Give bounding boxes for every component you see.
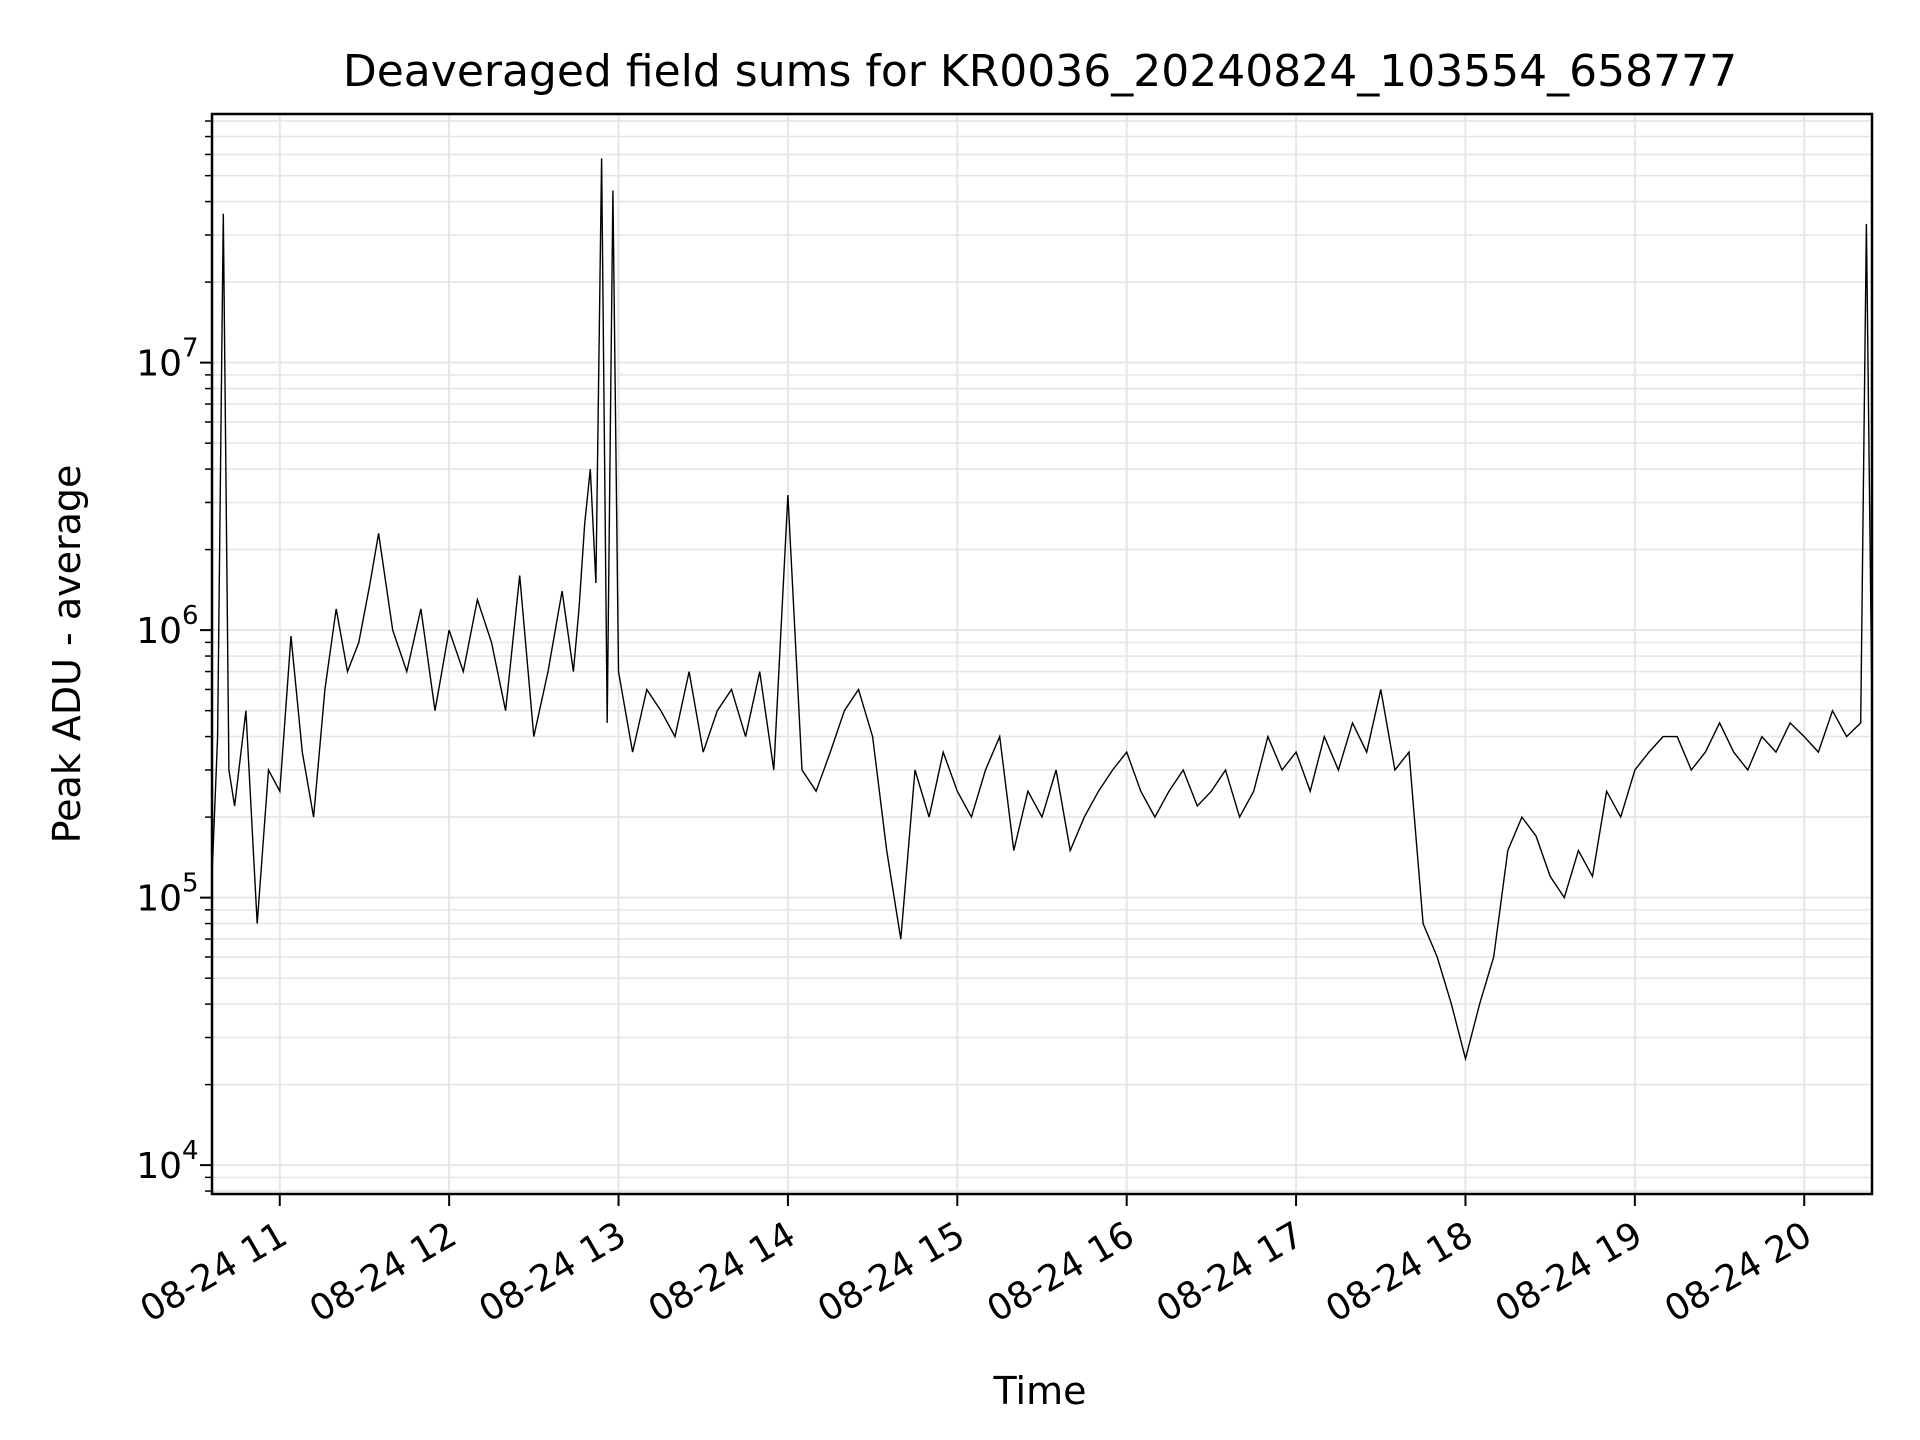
- series-layer: [211, 158, 1873, 1062]
- y-tick-exponent: 5: [182, 869, 199, 899]
- chart-title: Deaveraged field sums for KR0036_2024082…: [343, 46, 1737, 97]
- y-axis-label: Peak ADU - average: [45, 465, 89, 844]
- series-line: [211, 158, 1873, 1062]
- y-tick-label: 10: [136, 344, 182, 385]
- y-tick-exponent: 4: [182, 1136, 199, 1166]
- x-axis-label: Time: [993, 1369, 1087, 1413]
- plot-frame: [210, 112, 1874, 1196]
- y-tick-label: 10: [136, 611, 182, 652]
- grid: [212, 114, 1872, 1194]
- y-tick-exponent: 7: [182, 334, 199, 364]
- y-tick-exponent: 6: [182, 601, 199, 631]
- y-tick-label: 10: [136, 879, 182, 920]
- y-tick-label: 10: [136, 1146, 182, 1187]
